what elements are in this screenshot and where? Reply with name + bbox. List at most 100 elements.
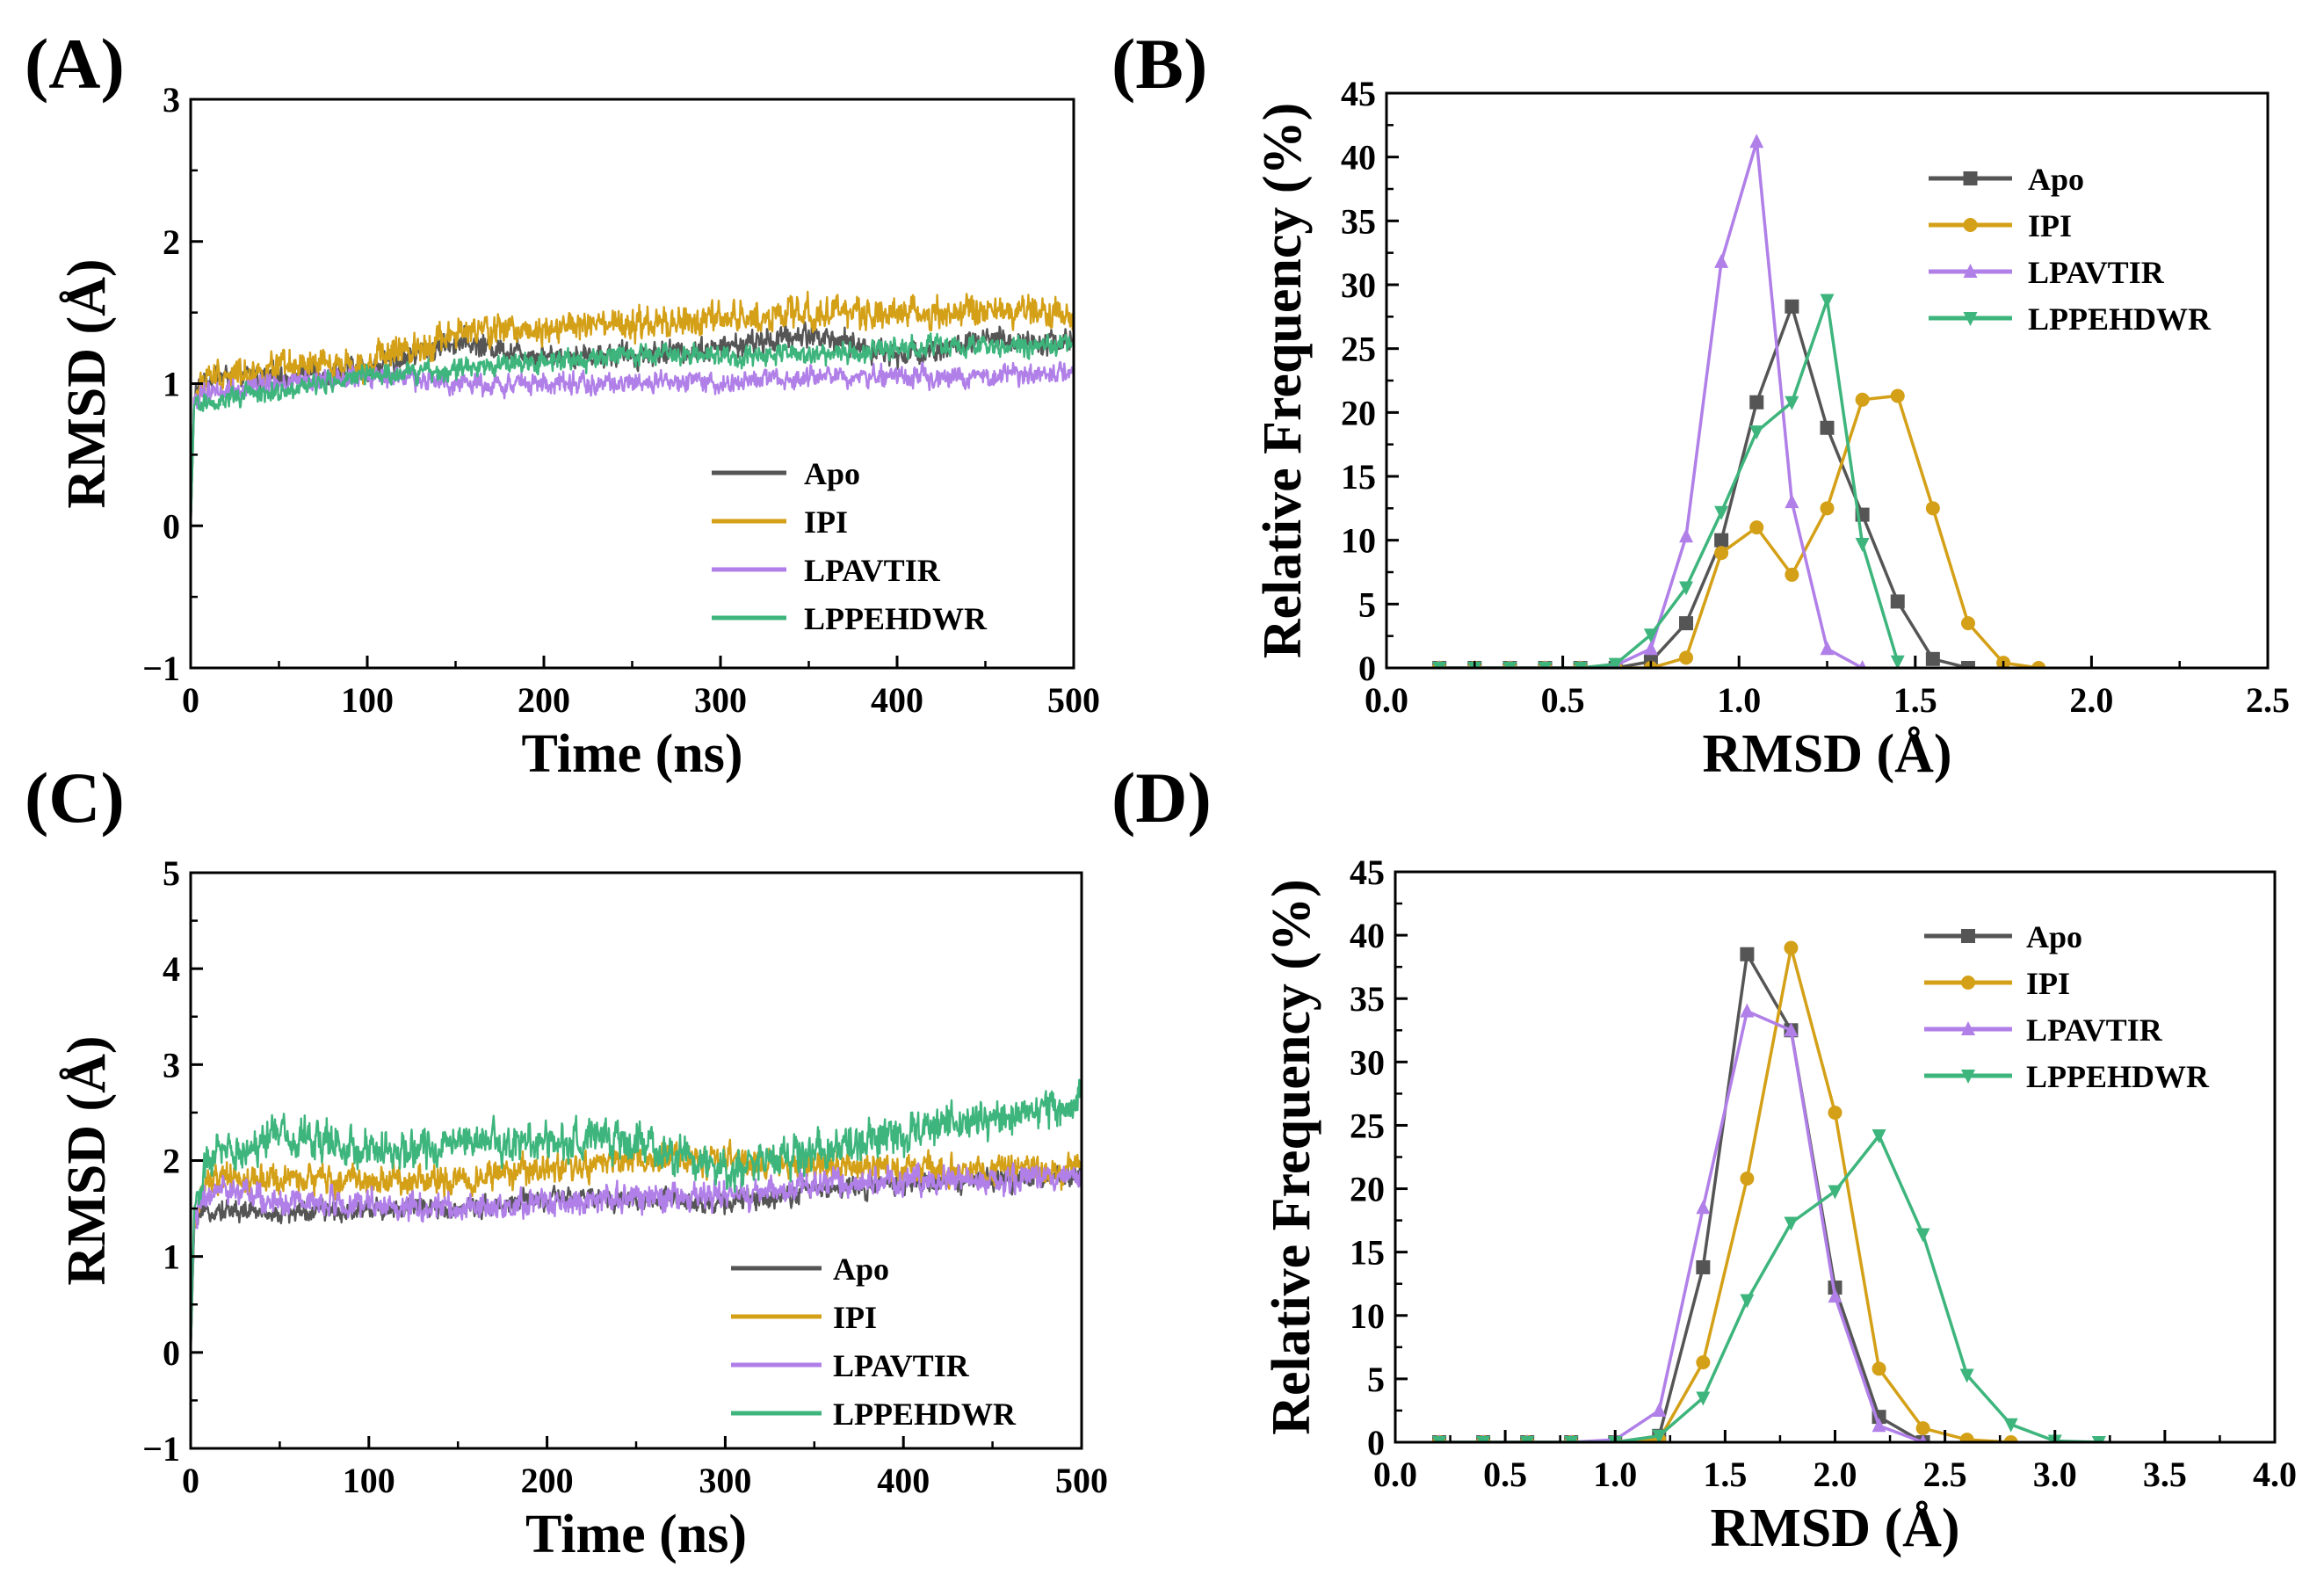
x-tick-label: 0.5 xyxy=(1541,680,1585,720)
legend-label: LPPEHDWR xyxy=(833,1397,1017,1432)
data-point xyxy=(1476,1436,1491,1442)
x-axis: 0 100 200 300 400 500 Time (ns) xyxy=(182,1436,1108,1564)
legend-marker xyxy=(1963,218,1978,232)
legend-item-apo: Apo xyxy=(731,1252,889,1287)
legend-marker xyxy=(1961,976,1975,990)
y-tick-label: 20 xyxy=(1350,1170,1385,1209)
data-point xyxy=(1749,134,1764,149)
data-point xyxy=(1573,662,1588,668)
panel-d: (D) 0.0 0.5 1.0 1.5 2.0 2.5 3.0 3.5 4.0 RMSD (Å) 0 5… xyxy=(1111,758,2297,1558)
x-tick-label: 2.0 xyxy=(1814,1455,1857,1494)
y-tick-label: 10 xyxy=(1341,521,1376,561)
series-ipi xyxy=(1432,388,2046,668)
series-ipi xyxy=(191,290,1074,526)
data-point xyxy=(2091,1436,2106,1442)
legend-label: IPI xyxy=(2028,208,2072,243)
series-lppehdwr xyxy=(1432,294,1905,668)
legend-label: LPAVTIR xyxy=(804,553,941,588)
x-axis: 0 100 200 300 400 500 Time (ns) xyxy=(182,656,1100,784)
data-point xyxy=(1749,425,1764,440)
x-tick-label: 1.0 xyxy=(1593,1455,1637,1494)
x-tick-label: 400 xyxy=(877,1461,930,1500)
data-point xyxy=(1643,628,1658,643)
series-ipi xyxy=(1432,940,2018,1442)
legend-item-lpavtir: LPAVTIR xyxy=(712,553,941,588)
y-tick-label: 20 xyxy=(1341,393,1376,432)
x-tick-label: 2.5 xyxy=(2246,680,2290,720)
legend-label: Apo xyxy=(833,1252,889,1287)
legend-label: IPI xyxy=(833,1300,877,1335)
data-point xyxy=(1608,657,1623,668)
y-tick-label: 0 xyxy=(1358,649,1376,688)
series-lpavtir xyxy=(191,360,1074,526)
data-point xyxy=(1785,494,1799,509)
legend-label: LPPEHDWR xyxy=(2028,301,2212,337)
data-point xyxy=(1785,395,1799,410)
panel-label: (C) xyxy=(25,758,125,838)
legend-item-ipi: IPI xyxy=(1924,966,2070,1001)
series-apo xyxy=(1432,299,1975,668)
data-point xyxy=(1679,581,1694,596)
y-tick-label: 25 xyxy=(1350,1106,1385,1145)
data-point xyxy=(1872,1128,1886,1143)
y-tick-label: 5 xyxy=(1367,1360,1385,1399)
data-point xyxy=(1784,1216,1799,1231)
legend-marker xyxy=(1961,1070,1975,1084)
data-point xyxy=(1820,420,1835,435)
data-point xyxy=(1520,1436,1535,1442)
y-axis: 0 5 10 15 20 25 30 35 40 45 Relative Frequency (%) xyxy=(1262,853,1408,1462)
panel-b: (B) 0.0 0.5 1.0 1.5 2.0 2.5 RMSD (Å) 0 5 10 15 20 25 3… xyxy=(1111,24,2290,784)
series-line xyxy=(1439,1009,1924,1442)
x-tick-label: 500 xyxy=(1055,1461,1108,1500)
x-tick-label: 500 xyxy=(1047,680,1100,720)
legend-item-ipi: IPI xyxy=(1929,208,2072,243)
legend-label: Apo xyxy=(2028,162,2084,197)
legend-label: LPAVTIR xyxy=(833,1348,970,1383)
y-axis: −1 0 1 2 3 4 5 RMSD (Å) xyxy=(57,853,203,1469)
data-point xyxy=(1432,1436,1447,1442)
legend-label: Apo xyxy=(2026,919,2082,954)
data-point xyxy=(1564,1436,1579,1442)
series-line xyxy=(191,360,1074,526)
data-point xyxy=(1820,641,1835,656)
legend-label: IPI xyxy=(804,504,848,540)
data-point xyxy=(1828,1288,1843,1303)
panel-label: (D) xyxy=(1111,758,1212,838)
series-line xyxy=(191,1162,1082,1353)
legend-item-apo: Apo xyxy=(1924,919,2082,954)
plot-area xyxy=(191,1078,1082,1353)
data-point xyxy=(1890,388,1905,403)
y-tick-label: 1 xyxy=(163,365,180,404)
y-tick-label: 3 xyxy=(163,80,180,120)
series-line xyxy=(1439,1134,2099,1442)
data-point xyxy=(1740,1294,1755,1309)
legend-item-lppehdwr: LPPEHDWR xyxy=(1929,301,2212,337)
y-tick-label: 25 xyxy=(1341,330,1376,369)
y-tick-label: 0 xyxy=(1367,1423,1385,1462)
series-line xyxy=(1439,298,1900,668)
series-apo xyxy=(1432,947,1930,1442)
legend-item-lpavtir: LPAVTIR xyxy=(1929,255,2165,290)
data-point xyxy=(1784,940,1799,955)
legend-item-lppehdwr: LPPEHDWR xyxy=(1924,1059,2210,1094)
x-tick-label: 3.0 xyxy=(2033,1455,2077,1494)
y-axis-title: RMSD (Å) xyxy=(57,1035,117,1285)
y-tick-label: 15 xyxy=(1341,457,1376,497)
legend-marker xyxy=(1961,929,1975,943)
data-point xyxy=(1696,1391,1711,1406)
data-point xyxy=(1855,538,1870,553)
plot-frame xyxy=(1394,870,2277,1444)
data-point xyxy=(1749,520,1764,535)
panel-label: (A) xyxy=(25,24,125,104)
series-lpavtir xyxy=(1435,134,1867,668)
data-point xyxy=(1679,650,1694,665)
data-point xyxy=(1652,1402,1667,1417)
y-tick-label: 35 xyxy=(1350,979,1385,1019)
data-point xyxy=(1858,660,1867,668)
data-point xyxy=(1959,1433,1974,1442)
legend-label: LPAVTIR xyxy=(2026,1012,2163,1048)
legend-marker xyxy=(1961,1021,1975,1035)
x-tick-label: 1.0 xyxy=(1717,680,1761,720)
series-line xyxy=(1439,304,1969,668)
